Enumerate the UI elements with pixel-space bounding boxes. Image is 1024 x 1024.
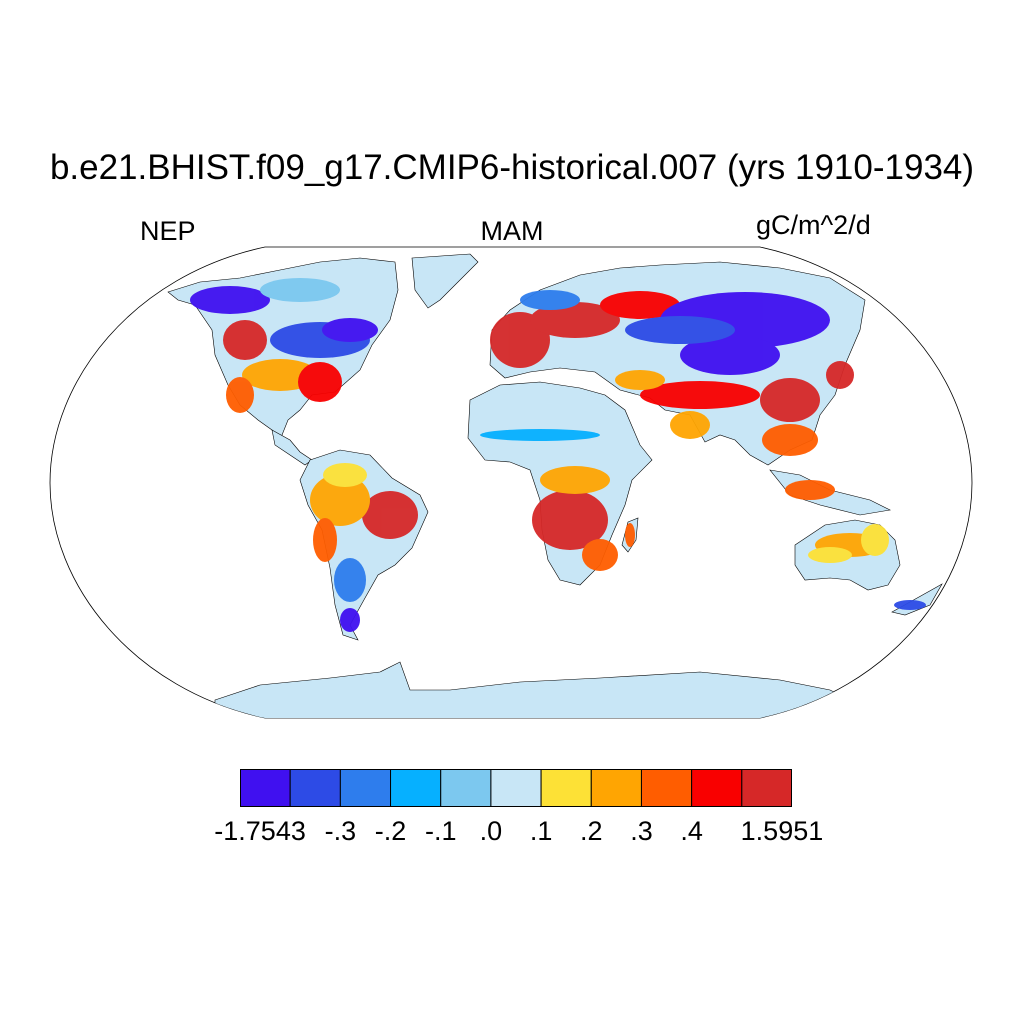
- colorbar-tick-label: -.1: [424, 816, 457, 846]
- colorbar-swatch: [590, 769, 642, 807]
- colorbar-tick-label: -1.7543: [214, 816, 306, 846]
- colorbar-tick-label: 1.5951: [740, 816, 824, 846]
- colorbar-swatch: [490, 769, 542, 807]
- greenland: [411, 253, 479, 309]
- colorbar-swatch: [540, 769, 592, 807]
- colorbar-tick-label: -.3: [324, 816, 357, 846]
- season-label: MAM: [480, 216, 544, 246]
- nep-field: [190, 278, 926, 632]
- map-title: b.e21.BHIST.f09_g17.CMIP6-historical.007…: [49, 148, 975, 187]
- colorbar-tick-label: .2: [580, 816, 603, 846]
- colorbar-tick-label: .4: [680, 816, 703, 846]
- colorbar-swatch: [741, 769, 792, 807]
- colorbar: [240, 769, 792, 807]
- colorbar-swatch: [339, 769, 392, 807]
- colorbar-swatch: [240, 769, 291, 807]
- variable-label: NEP: [140, 216, 196, 246]
- colorbar-swatch: [691, 769, 743, 807]
- colorbar-swatch: [390, 769, 442, 807]
- units-label: gC/m^2/d: [756, 210, 871, 240]
- colorbar-swatch: [289, 769, 341, 807]
- colorbar-border: [240, 769, 792, 807]
- colorbar-tick-label: .3: [630, 816, 653, 846]
- colorbar-tick-label: -.2: [374, 816, 407, 846]
- colorbar-tick-label: .1: [529, 816, 553, 846]
- colorbar-swatch: [640, 769, 693, 807]
- colorbar-swatch: [440, 769, 492, 807]
- colorbar-tick-label: .0: [479, 816, 503, 846]
